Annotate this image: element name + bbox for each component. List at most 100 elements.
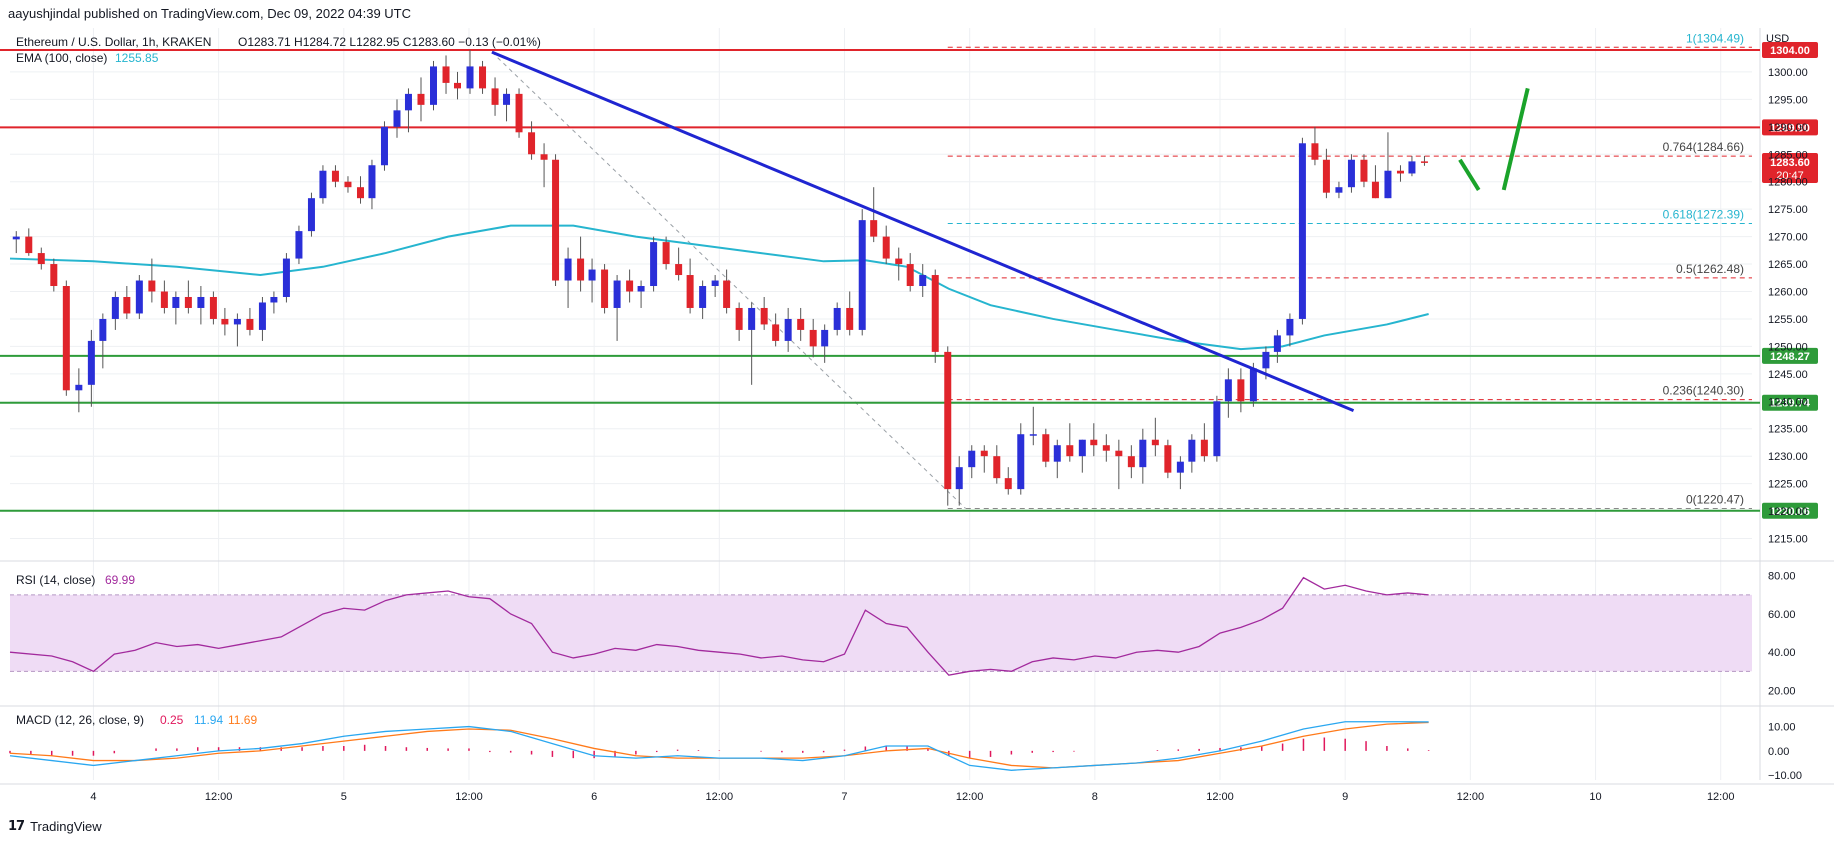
price-tick-label: 1275.00 [1768, 204, 1808, 216]
candle-body [1322, 159, 1330, 193]
candle [233, 313, 241, 347]
macd-tick-label: −10.00 [1768, 770, 1802, 782]
candle-body [479, 66, 487, 89]
resistance-price-tag [1762, 119, 1818, 136]
candle-body [955, 467, 963, 490]
support-price-tag [1762, 502, 1818, 519]
candle [895, 247, 903, 281]
candle-body [1347, 159, 1355, 188]
fib-level-label: 0.764(1284.66) [1663, 140, 1744, 154]
macd-value: 11.94 [194, 713, 223, 727]
candle [491, 77, 499, 116]
candle [184, 280, 192, 314]
candle [258, 296, 266, 341]
candle-body [430, 66, 438, 105]
candle [1420, 155, 1428, 166]
rsi-tick-label: 20.00 [1768, 685, 1796, 697]
candle-body [62, 286, 70, 391]
candle-body [1176, 461, 1184, 473]
time-tick-label: 7 [841, 791, 847, 803]
candle [772, 313, 780, 347]
price-tag-label: 1239.74 [1770, 398, 1811, 410]
candle [650, 236, 658, 292]
candle-body [209, 296, 217, 319]
candle-body [1115, 450, 1123, 457]
candle [1102, 434, 1110, 462]
candle [1151, 417, 1159, 457]
price-tick-label: 1230.00 [1768, 451, 1808, 463]
candle-body [1053, 445, 1061, 462]
candle-body [588, 269, 596, 281]
candle-body [919, 275, 927, 287]
candle [466, 49, 474, 94]
bar-countdown-label: 20:47 [1776, 170, 1804, 182]
rsi-panel [9, 576, 1752, 676]
candle-body [12, 236, 20, 240]
price-tick-label: 1260.00 [1768, 287, 1808, 299]
time-tick-label: 12:00 [956, 791, 984, 803]
candle [686, 258, 694, 314]
candle-body [197, 296, 205, 308]
ohlc-values: O1283.71 H1284.72 L1282.95 C1283.60 −0.1… [238, 35, 541, 49]
fib-level-label: 0.618(1272.39) [1663, 207, 1744, 221]
rsi-tick-label: 60.00 [1768, 609, 1796, 621]
candle-body [503, 93, 511, 105]
candle [711, 275, 719, 297]
candle-body [797, 318, 805, 330]
candle-body [1042, 434, 1050, 462]
time-tick-label: 5 [341, 791, 347, 803]
ema-value: 1255.85 [115, 51, 159, 65]
ema-label: EMA (100, close) [16, 51, 107, 65]
currency-label: USD [1766, 33, 1789, 45]
time-tick-label: 10 [1589, 791, 1601, 803]
price-tick-label: 1220.00 [1768, 506, 1808, 518]
candle-body [675, 264, 683, 276]
candlesticks [12, 49, 1428, 506]
price-tag-label: 1248.27 [1770, 351, 1810, 363]
price-tick-label: 1225.00 [1768, 479, 1808, 491]
candle-body [50, 264, 58, 287]
candle-body [1004, 478, 1012, 490]
candle [172, 291, 180, 325]
candle [1188, 434, 1196, 473]
macd-value: 0.25 [160, 713, 184, 727]
candle-body [442, 66, 450, 83]
candle-body [906, 264, 914, 287]
candle [50, 258, 58, 292]
candle [417, 77, 425, 122]
support-price-tag [1762, 394, 1818, 411]
candle [1371, 165, 1379, 199]
candle [1127, 445, 1135, 479]
price-tick-label: 1245.00 [1768, 369, 1808, 381]
candle [393, 99, 401, 138]
candle-body [1371, 181, 1379, 199]
candle-body [1164, 445, 1172, 473]
candle [1396, 165, 1404, 182]
candle-body [184, 296, 192, 308]
candle-body [75, 384, 83, 391]
candle [821, 324, 829, 363]
candle [564, 247, 572, 308]
candle [993, 445, 1001, 484]
ema-100-line [9, 224, 1429, 351]
candle-body [1335, 187, 1343, 193]
candle [1029, 406, 1037, 446]
candle [1237, 368, 1245, 413]
candle [1273, 329, 1281, 363]
candle-body [723, 280, 731, 308]
candle-body [1249, 368, 1257, 402]
candle [540, 143, 548, 188]
rsi-line [9, 576, 1429, 676]
candle-body [980, 450, 988, 457]
price-tick-label: 1280.00 [1768, 177, 1808, 189]
candle [380, 121, 388, 171]
candle [62, 280, 70, 396]
candle [723, 269, 731, 314]
time-tick-label: 9 [1342, 791, 1348, 803]
candle-body [564, 258, 572, 281]
symbol-label: Ethereum / U.S. Dollar, 1h, KRAKEN [16, 35, 211, 49]
candle [748, 302, 756, 385]
candle-body [613, 280, 621, 308]
candle-body [380, 126, 388, 166]
